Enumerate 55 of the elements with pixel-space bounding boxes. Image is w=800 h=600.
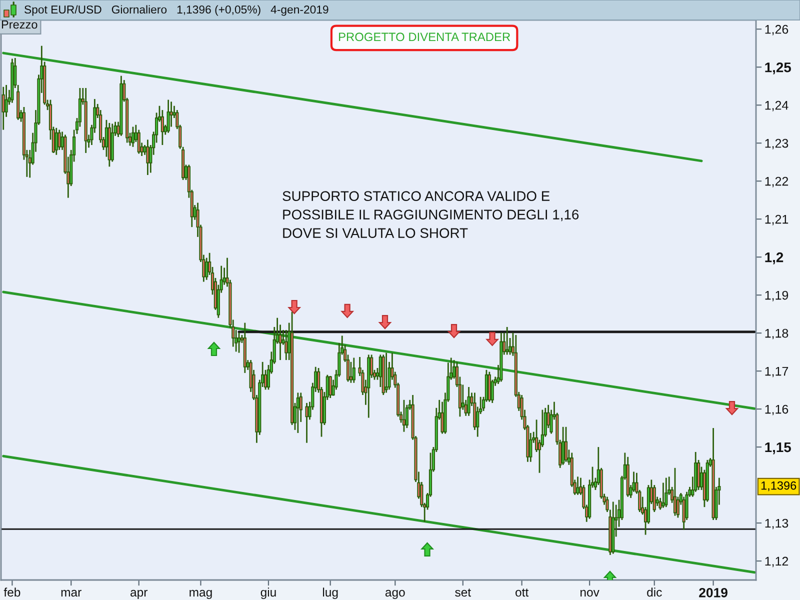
x-tick-label: feb <box>4 588 20 597</box>
candlestick <box>2 86 5 130</box>
candlestick <box>467 386 470 417</box>
x-tick-label: ago <box>385 590 405 600</box>
candlestick <box>506 326 509 356</box>
y-tick-label: 1,24 <box>765 100 788 112</box>
x-tick-label: nov <box>580 590 600 597</box>
annotation: SUPPORTO STATICO ANCORA VALIDO E POSSIBILE IL RAGGIUNGIMENTO DEGLI 1,16 DOVE SI VALUTA LO SHORT <box>282 191 579 238</box>
candlestick <box>296 392 300 434</box>
chart-title: Spot EUR/USD Giornaliero 1,1396 (+0,05%) 4-gen-2019 <box>24 5 328 16</box>
y-tick-label: 1,23 <box>765 138 788 150</box>
candlestick <box>137 129 140 154</box>
candlestick <box>564 426 568 463</box>
annotation: PROGETTO DIVENTA TRADER <box>339 32 510 42</box>
candlestick <box>662 482 665 509</box>
candlestick <box>54 127 58 156</box>
y-tick-label: 1,15 <box>765 442 791 454</box>
candlestick <box>352 357 356 384</box>
x-tick-label: giu <box>260 588 276 600</box>
candlestick <box>576 476 580 496</box>
y-tick-label: 1,21 <box>765 214 788 226</box>
x-tick-label: apr <box>130 590 148 600</box>
candlestick <box>305 402 308 444</box>
y-tick-label: 1,12 <box>765 556 788 568</box>
y-tick-label: 1,22 <box>765 176 788 188</box>
y-tick-label: 1,2 <box>765 252 784 264</box>
candlestick <box>384 352 388 394</box>
candlestick <box>146 138 150 176</box>
candlestick <box>205 257 208 281</box>
candlestick <box>664 477 668 508</box>
y-tick-label: 1,17 <box>765 366 788 378</box>
y-tick-label: 1,13 <box>765 518 788 530</box>
candlestick <box>402 399 406 433</box>
x-tick-label: mar <box>61 590 82 597</box>
candlestick <box>673 467 677 516</box>
candlestick <box>160 109 164 146</box>
x-tick-label: 2019 <box>699 588 728 598</box>
y-tick-label: 1,16 <box>765 404 788 416</box>
candlestick <box>562 426 565 466</box>
y-tick-label: 1,18 <box>765 328 788 340</box>
x-tick-label: mag <box>190 590 212 600</box>
candlestick <box>237 332 241 354</box>
y-tick-label: 1,19 <box>765 290 788 302</box>
candlestick <box>349 361 353 384</box>
y-tick-label: 1,25 <box>765 62 791 74</box>
y-axis-title: Prezzo <box>2 20 38 29</box>
x-tick-label: dic <box>647 588 662 597</box>
y-tick-label: 1,26 <box>765 24 788 36</box>
annotation: 1,1396 <box>761 481 796 492</box>
candlestick <box>131 126 135 148</box>
x-tick-label: lug <box>323 588 338 600</box>
candlestick <box>166 99 170 134</box>
x-tick-label: ott <box>516 588 529 597</box>
x-tick-label: set <box>455 588 471 597</box>
candlestick <box>405 404 408 429</box>
